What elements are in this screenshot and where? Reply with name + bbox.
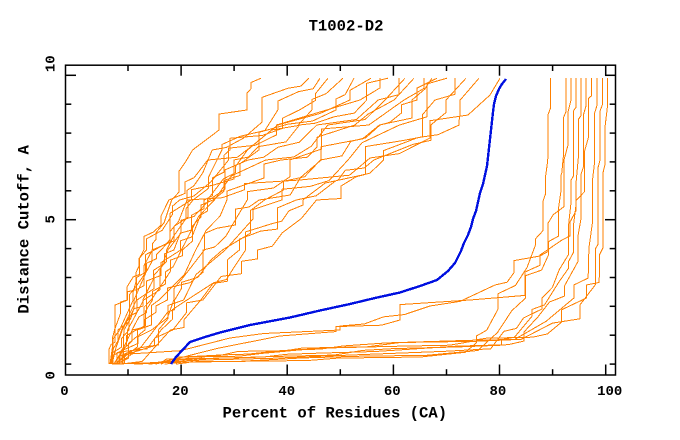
svg-text:T1002-D2: T1002-D2	[309, 18, 384, 36]
svg-text:Percent of Residues (CA): Percent of Residues (CA)	[223, 405, 448, 423]
svg-text:60: 60	[384, 384, 401, 400]
svg-text:10: 10	[44, 55, 60, 72]
svg-text:0: 0	[60, 384, 68, 400]
svg-text:80: 80	[489, 384, 506, 400]
svg-text:40: 40	[278, 384, 295, 400]
svg-text:20: 20	[172, 384, 189, 400]
svg-text:100: 100	[597, 384, 622, 400]
svg-text:Distance Cutoff, A: Distance Cutoff, A	[16, 145, 34, 314]
svg-text:5: 5	[44, 215, 60, 223]
svg-text:0: 0	[44, 371, 60, 379]
